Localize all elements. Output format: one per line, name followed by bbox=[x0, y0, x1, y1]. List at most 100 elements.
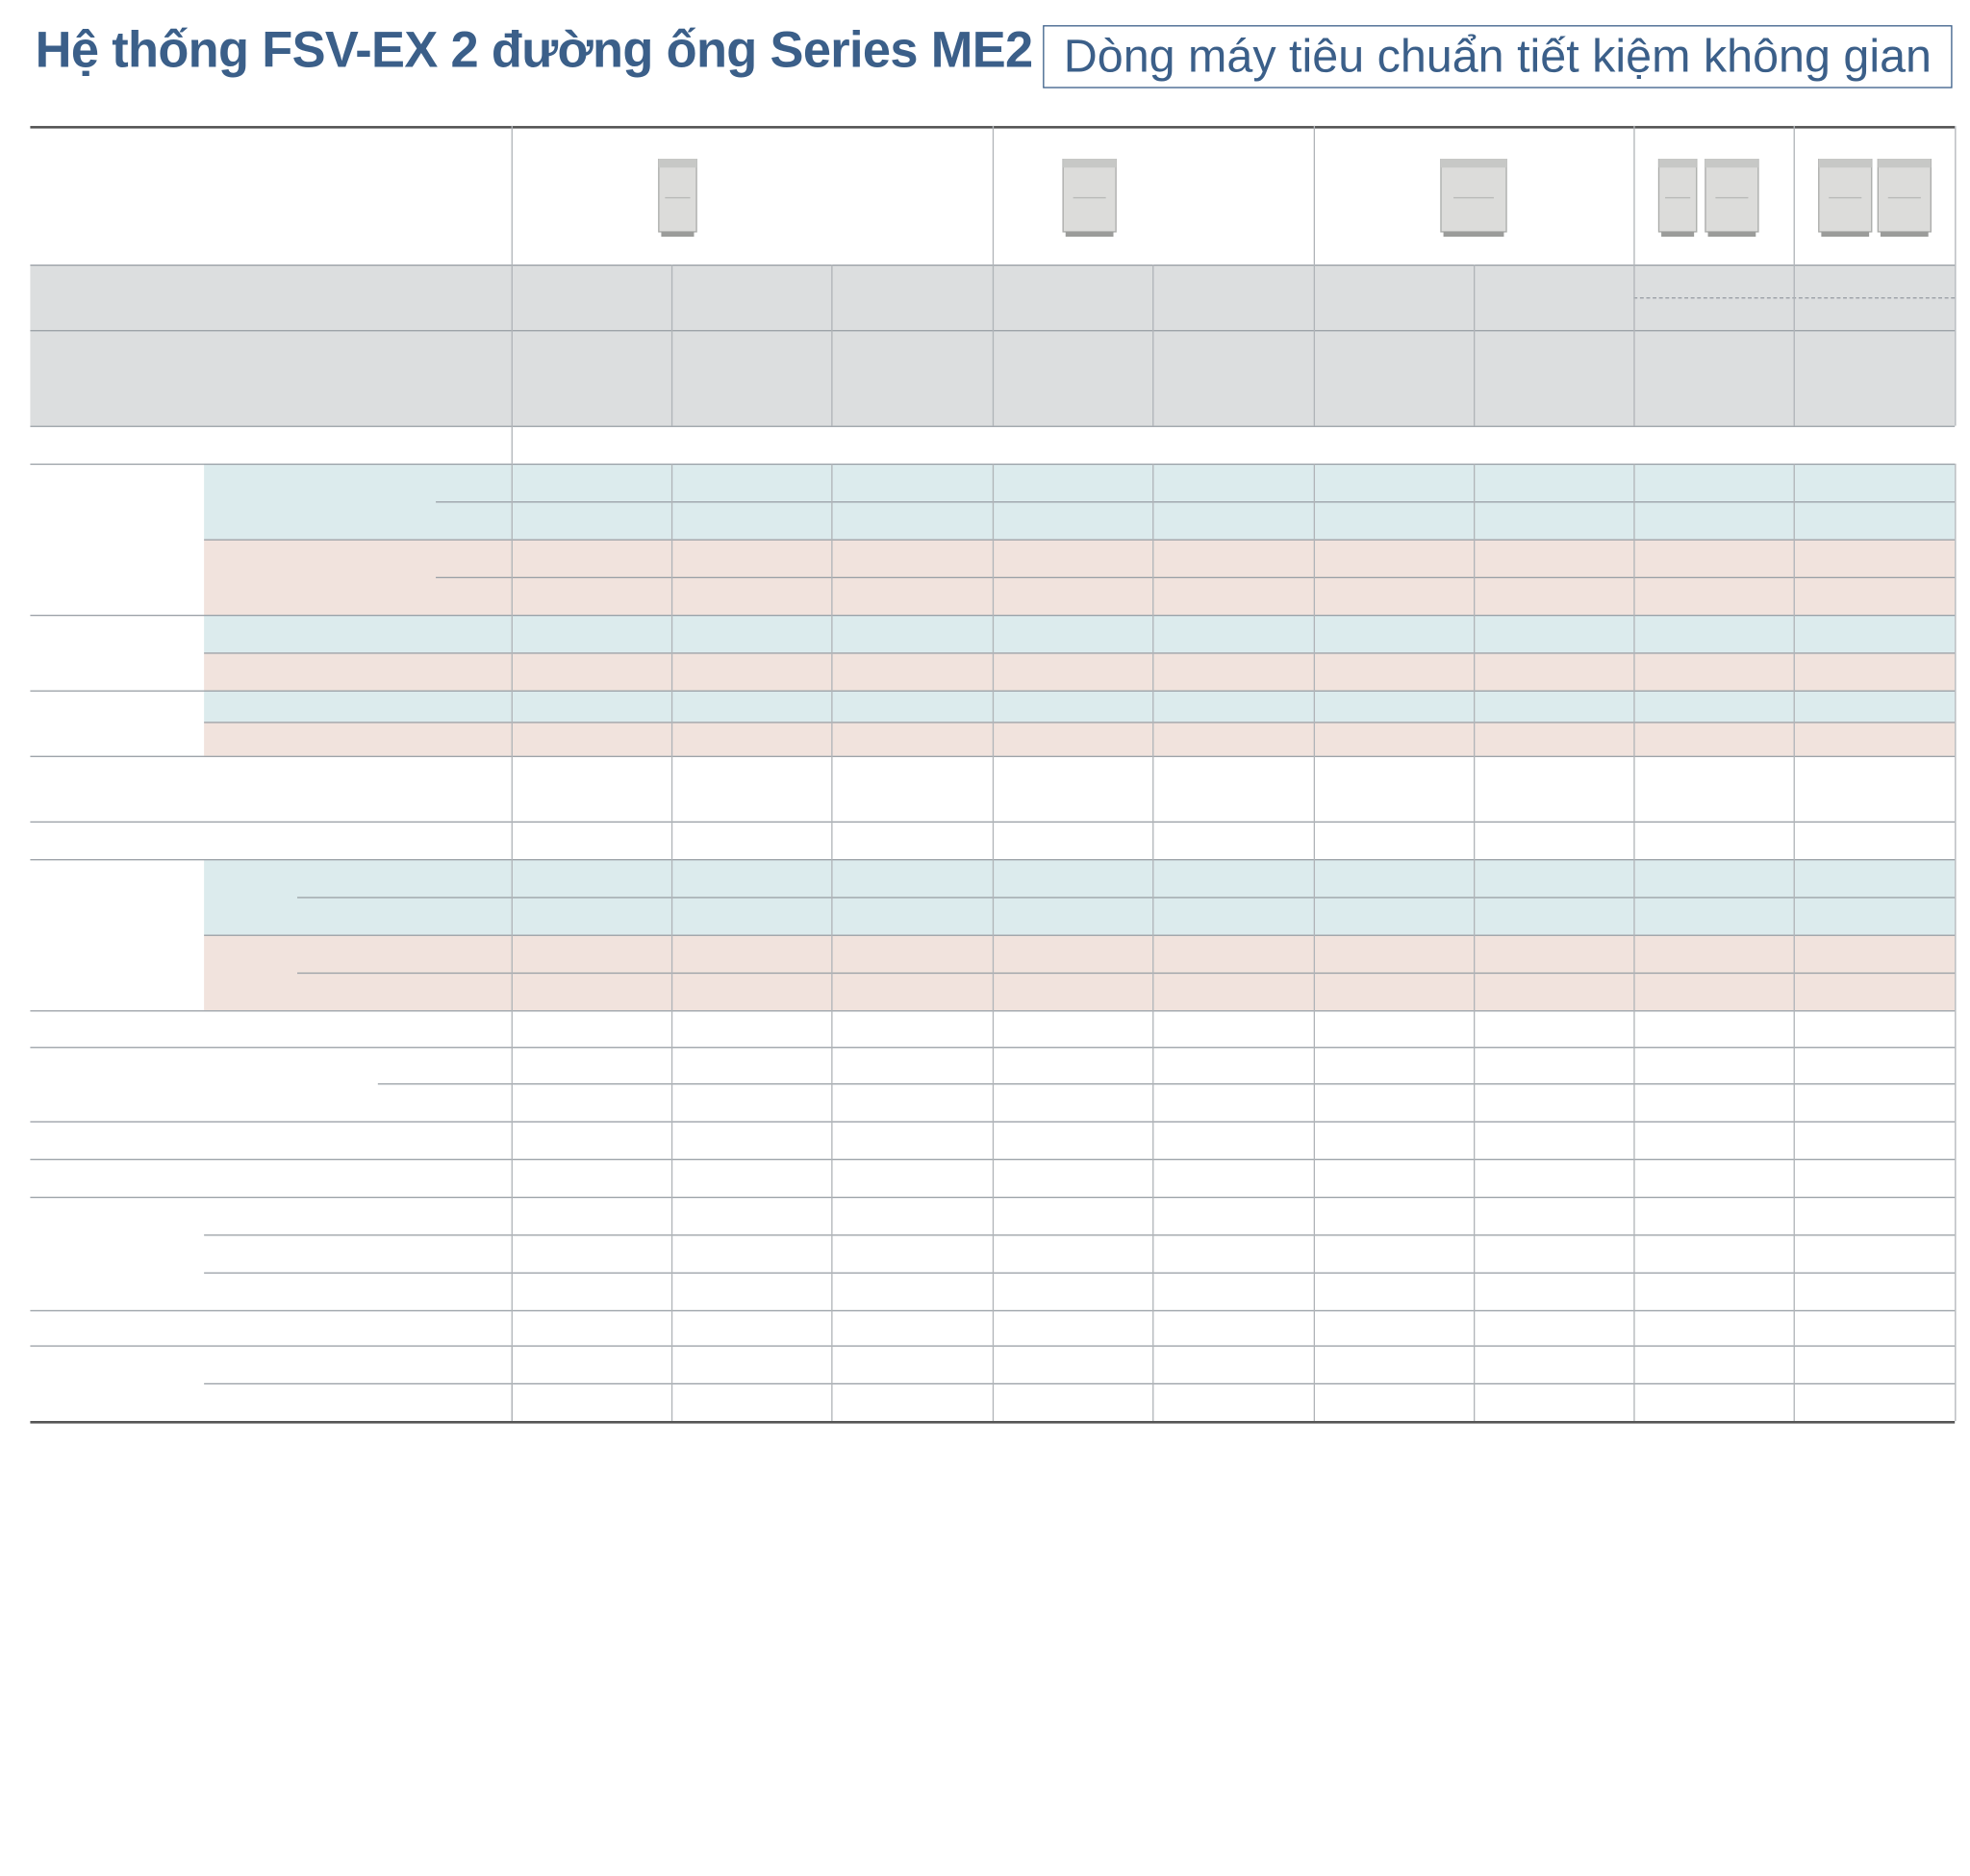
cell-noise-q bbox=[1159, 1383, 1311, 1421]
unit-ww bbox=[441, 722, 509, 755]
row-label-airflow bbox=[43, 1047, 370, 1121]
column-rule bbox=[1473, 463, 1476, 1346]
cell-cool-btu bbox=[1800, 501, 1952, 539]
row-rule bbox=[30, 425, 1956, 427]
unit-ww bbox=[441, 691, 509, 723]
column-rule bbox=[1473, 1345, 1476, 1422]
cell-eer-t-cool bbox=[1480, 691, 1631, 723]
row-rule bbox=[204, 1382, 1956, 1385]
unit-pa bbox=[441, 1159, 509, 1197]
unit-kg bbox=[441, 1121, 509, 1158]
cell-eer-t-heat bbox=[1480, 722, 1631, 755]
cell-heat-btu bbox=[998, 577, 1149, 615]
sublabel-current bbox=[300, 859, 434, 897]
unit-btuh bbox=[441, 577, 509, 615]
outdoor-unit-image bbox=[1440, 158, 1507, 238]
cell-cool-btu bbox=[1640, 501, 1791, 539]
cell-liquid-pipe bbox=[1320, 1234, 1471, 1272]
cell-weight bbox=[1640, 822, 1791, 859]
cell-eer-t-cool bbox=[677, 691, 828, 723]
unit-kw bbox=[441, 464, 509, 501]
cell-cool-p bbox=[518, 897, 669, 934]
column-rule bbox=[1793, 1345, 1795, 1422]
page-title: Hệ thống FSV-EX 2 đường ống Series ME2 bbox=[35, 22, 1033, 79]
cell-noise-n bbox=[677, 1345, 828, 1382]
cell-noise-n bbox=[1159, 1345, 1311, 1382]
hp-value bbox=[512, 265, 671, 330]
heating-capacity-bg bbox=[204, 539, 1956, 615]
column-rule bbox=[992, 264, 995, 426]
cell-heat-p bbox=[1640, 973, 1791, 1010]
row-label-eer-cop bbox=[43, 615, 194, 691]
unit-ww bbox=[441, 615, 509, 652]
unit-dba bbox=[441, 1345, 509, 1382]
cell-gas bbox=[1320, 1121, 1471, 1158]
cell-air-ls bbox=[1480, 1083, 1631, 1121]
cell-air-ls bbox=[1320, 1083, 1471, 1121]
cell-eer-t-cool bbox=[1800, 691, 1952, 723]
column-rule bbox=[1955, 125, 1957, 265]
cell-start-a bbox=[1800, 1010, 1952, 1047]
cell-dim bbox=[1480, 756, 1631, 822]
cell-cool-a bbox=[1637, 859, 1791, 897]
sublabel-heating bbox=[216, 935, 297, 1011]
cell-air-m3h bbox=[1640, 1047, 1791, 1083]
cell-heat-kw bbox=[1480, 539, 1631, 576]
cell-eer-t-heat bbox=[677, 722, 828, 755]
row-rule bbox=[204, 539, 1956, 541]
row-rule bbox=[204, 1234, 1956, 1236]
unit-ww bbox=[441, 652, 509, 690]
unit-a bbox=[441, 1010, 509, 1047]
cell-heat-kw bbox=[518, 539, 669, 576]
column-rule bbox=[831, 463, 833, 1346]
cell-eer-t-cool bbox=[1159, 691, 1311, 723]
page-subtitle: Dòng máy tiêu chuẩn tiết kiệm không gian bbox=[1063, 30, 1932, 83]
combo-model bbox=[1804, 297, 1955, 330]
row-rule bbox=[204, 652, 1956, 654]
cell-heat-btu bbox=[838, 577, 990, 615]
cell-cool-a bbox=[997, 859, 1150, 897]
cell-gas bbox=[1480, 1121, 1631, 1158]
cell-esp bbox=[838, 1159, 990, 1197]
sublabel-dimensions bbox=[216, 756, 431, 822]
cell-balance-pipe bbox=[677, 1272, 828, 1309]
column-rule bbox=[1955, 463, 1957, 1346]
column-rule bbox=[511, 125, 513, 265]
cell-eer-t-heat bbox=[518, 722, 669, 755]
cell-heat-a bbox=[1637, 935, 1791, 973]
cell-gas-pipe bbox=[838, 1197, 990, 1234]
row-label-hp bbox=[43, 265, 421, 330]
model-name bbox=[842, 330, 993, 426]
row-label-static-pressure bbox=[43, 1159, 421, 1197]
model-name bbox=[1804, 378, 1955, 416]
cell-start-a bbox=[1480, 1010, 1631, 1047]
cell-balance-pipe bbox=[1480, 1272, 1631, 1309]
power-supply-value bbox=[512, 426, 1956, 464]
cell-heat-kw bbox=[1320, 539, 1471, 576]
column-rule bbox=[511, 264, 513, 426]
column-rule bbox=[1313, 264, 1316, 426]
cell-heat-kw bbox=[1640, 539, 1791, 576]
cell-heat-a bbox=[516, 935, 669, 973]
cell-liquid-pipe bbox=[1800, 1234, 1952, 1272]
sublabel-cooling bbox=[216, 859, 297, 935]
column-rule bbox=[992, 463, 995, 1346]
column-rule bbox=[1633, 264, 1635, 426]
cell-gas bbox=[1159, 1121, 1311, 1158]
cell-air-m3h bbox=[518, 1047, 669, 1083]
cell-weight bbox=[677, 822, 828, 859]
cell-esp bbox=[1480, 1159, 1631, 1197]
column-rule bbox=[992, 1345, 995, 1422]
cell-cool-btu bbox=[518, 501, 669, 539]
cell-heat-kw bbox=[677, 539, 828, 576]
sublabel-heating bbox=[216, 539, 392, 615]
row-rule bbox=[204, 722, 1956, 723]
column-rule bbox=[670, 264, 673, 426]
eer-tcvn-heating-bg bbox=[204, 722, 1956, 756]
cell-cool-btu bbox=[1320, 501, 1471, 539]
cell-heat-a bbox=[1156, 935, 1311, 973]
outdoor-unit-image bbox=[1062, 158, 1117, 238]
cell-air-m3h bbox=[677, 1047, 828, 1083]
cell-esp bbox=[518, 1159, 669, 1197]
cell-eer bbox=[838, 615, 990, 652]
